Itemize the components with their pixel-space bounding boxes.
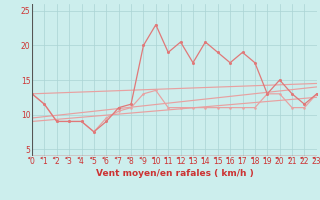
X-axis label: Vent moyen/en rafales ( km/h ): Vent moyen/en rafales ( km/h ) bbox=[96, 169, 253, 178]
